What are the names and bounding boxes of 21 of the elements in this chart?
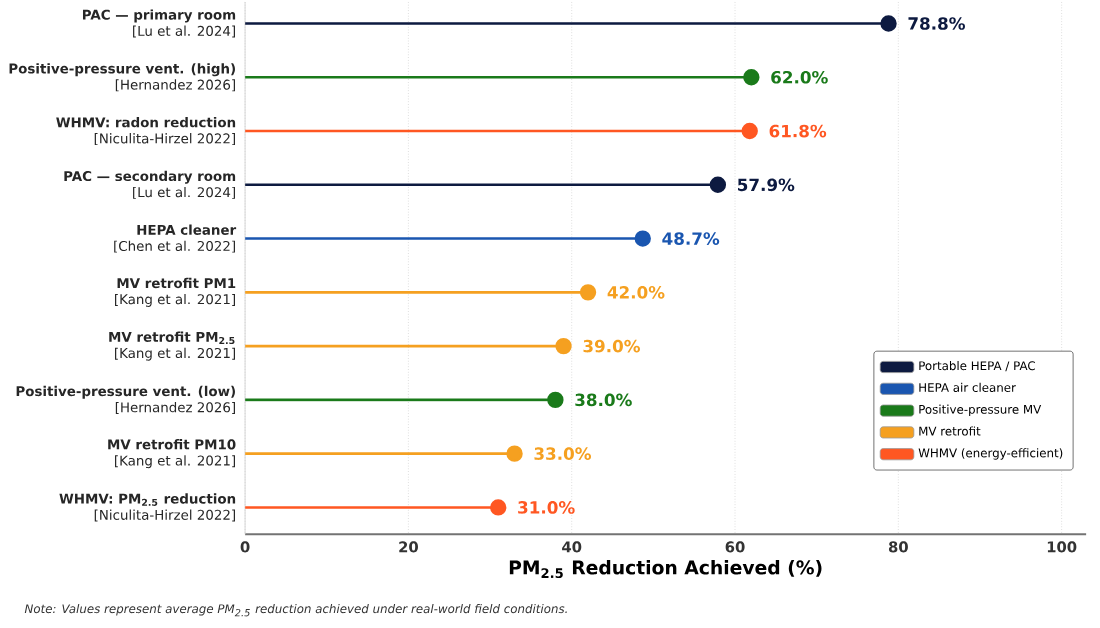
data-label: 42.0% [607, 286, 665, 300]
data-label: 31.0% [518, 501, 575, 515]
data-label: 78.8% [908, 17, 965, 31]
point [743, 69, 760, 86]
data-label: 39.0% [583, 340, 641, 353]
point [709, 176, 727, 194]
point [634, 230, 651, 248]
data-label: 33.0% [534, 447, 592, 461]
point [490, 499, 507, 516]
data-label: 38.0% [575, 393, 632, 407]
point [880, 15, 897, 33]
point [741, 123, 758, 140]
point [555, 338, 572, 355]
data-label: 62.0% [771, 71, 828, 84]
data-label: 57.9% [738, 178, 795, 192]
x-axis-title: PM$_{2.5}$ Reduction Achieved (%) [509, 560, 822, 579]
data-label: 48.7% [662, 232, 720, 246]
point [547, 392, 564, 409]
data-label: 61.8% [769, 125, 827, 138]
point [579, 284, 597, 301]
point [506, 445, 523, 463]
